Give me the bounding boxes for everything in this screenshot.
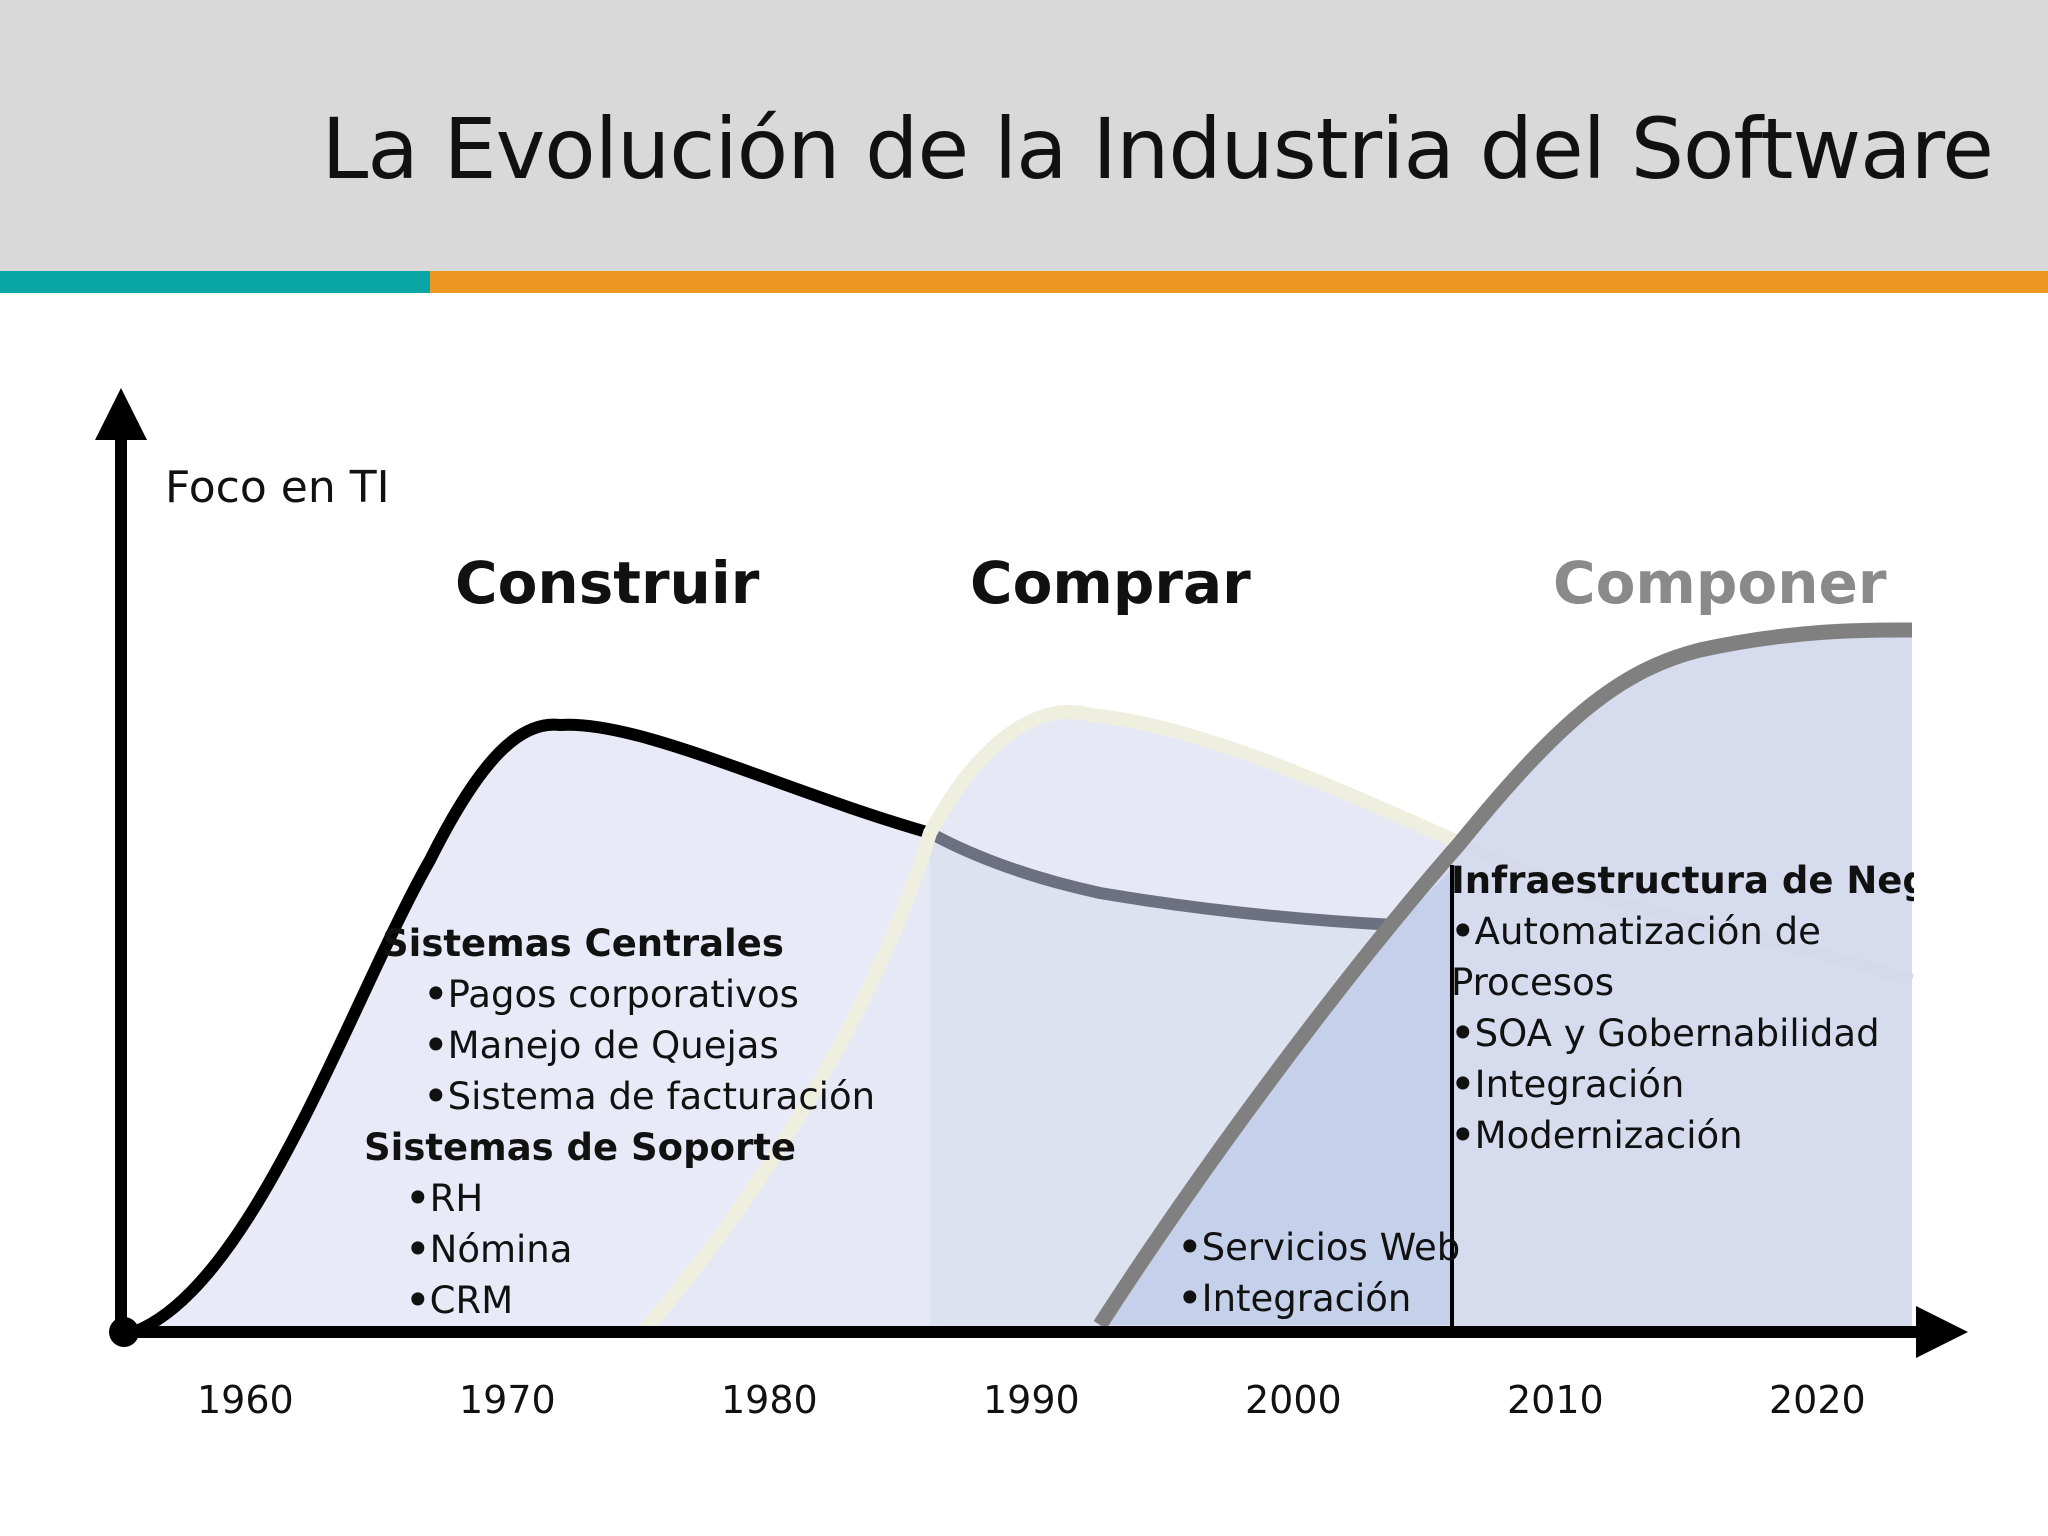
x-axis-arrow-icon	[1916, 1306, 1968, 1358]
year-tick-label: 2010	[1507, 1378, 1604, 1422]
list-item: Pagos corporativos	[382, 969, 875, 1020]
list-item-continuation: Procesos	[1451, 961, 1614, 1004]
list-item: Nómina	[382, 1224, 875, 1275]
phase-comprar: Comprar	[970, 549, 1251, 617]
year-tick-label: 1960	[197, 1378, 294, 1422]
y-axis-arrow-icon	[95, 388, 147, 440]
page-title: La Evolución de la Industria del Softwar…	[321, 100, 1994, 198]
heading-sistemas-soporte: Sistemas de Soporte	[364, 1126, 797, 1169]
y-axis-label: Foco en TI	[165, 462, 390, 513]
list-item: CRM	[382, 1275, 875, 1326]
construir-curve-tail	[927, 827, 1396, 931]
accent-band-orange	[430, 271, 2048, 293]
phase-construir: Construir	[455, 549, 760, 617]
web-services-area	[1100, 870, 1452, 1325]
list-item: Integración	[1451, 1059, 1914, 1110]
phase-componer: Componer	[1553, 549, 1887, 617]
list-item: Manejo de Quejas	[382, 1020, 875, 1071]
year-tick-label: 2000	[1245, 1378, 1342, 1422]
list-item: Sistema de facturación	[382, 1071, 875, 1122]
list-item: Automatización de	[1451, 906, 1914, 957]
construir-curve	[123, 718, 932, 1341]
heading-infraestructura: Infraestructura de Negocio	[1451, 859, 1914, 902]
componer-list: Infraestructura de Negocio Automatizació…	[1451, 855, 1914, 1161]
list-item: RH	[382, 1173, 875, 1224]
accent-band-teal	[0, 271, 430, 293]
year-tick-label: 2020	[1769, 1378, 1866, 1422]
list-item: Servicios Web	[1178, 1222, 1461, 1273]
list-item: Integración	[1178, 1273, 1460, 1324]
year-tick-label: 1970	[459, 1378, 556, 1422]
componer-list-clip: Infraestructura de Negocio Automatizació…	[1447, 855, 1914, 1195]
list-item: Modernización	[1451, 1110, 1914, 1161]
componer-curve	[1093, 622, 1913, 1330]
heading-sistemas-centrales: Sistemas Centrales	[382, 922, 784, 965]
axis-origin-dot	[109, 1317, 139, 1347]
construir-systems-list: Sistemas Centrales Pagos corporativos Ma…	[364, 918, 875, 1326]
header-bar	[0, 0, 2048, 271]
list-item: SOA y Gobernabilidad	[1451, 1008, 1914, 1059]
comprar-curve	[634, 704, 1463, 1340]
comprar-list: Servicios Web Integración	[1178, 1222, 1461, 1324]
year-tick-label: 1990	[983, 1378, 1080, 1422]
year-tick-label: 1980	[721, 1378, 818, 1422]
